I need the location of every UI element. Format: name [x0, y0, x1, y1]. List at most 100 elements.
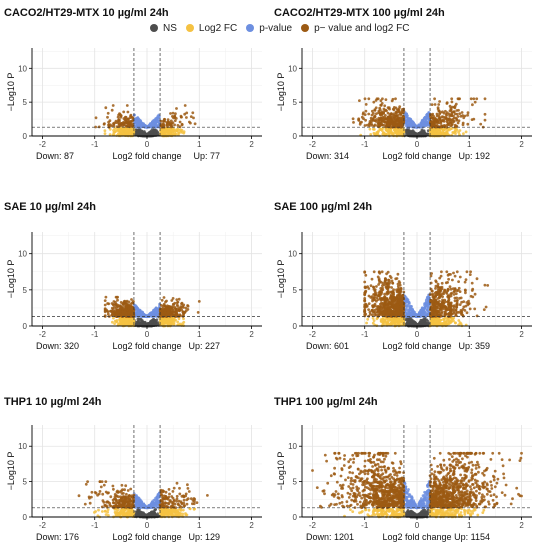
data-point — [466, 111, 470, 115]
data-point — [124, 307, 127, 311]
x-tick-label: -1 — [361, 140, 369, 149]
legend-both-swatch — [301, 24, 310, 32]
data-point — [122, 110, 126, 114]
data-point — [351, 117, 355, 121]
data-point — [121, 317, 124, 321]
data-point — [394, 97, 397, 101]
data-point — [458, 112, 462, 115]
data-point — [182, 130, 186, 134]
up-count: Up: 192 — [458, 151, 490, 161]
data-point — [117, 118, 121, 122]
legend-log2fc-label: Log2 FC — [198, 22, 238, 34]
data-point — [437, 103, 441, 106]
data-point — [458, 97, 461, 101]
data-point — [170, 122, 174, 125]
data-point — [389, 112, 393, 115]
data-point — [113, 130, 117, 134]
data-point — [452, 110, 456, 114]
data-point — [407, 320, 410, 323]
data-point — [197, 300, 201, 303]
data-point — [423, 116, 427, 120]
data-point — [94, 116, 98, 120]
data-point — [173, 119, 177, 122]
data-point — [433, 97, 436, 101]
data-point — [136, 130, 140, 134]
data-point — [129, 320, 133, 323]
data-point — [391, 97, 395, 101]
panel-title: SAE 100 µg/ml 24h — [274, 201, 372, 213]
down-count: Down: 314 — [306, 151, 349, 161]
data-point — [111, 303, 115, 307]
data-point — [175, 107, 178, 110]
data-point — [103, 303, 107, 307]
data-point — [409, 319, 413, 323]
data-point — [358, 99, 361, 102]
data-point — [385, 109, 388, 113]
data-point — [433, 103, 437, 106]
data-point — [377, 121, 381, 125]
data-point — [381, 116, 385, 119]
data-point — [114, 300, 117, 304]
data-point — [174, 129, 178, 133]
data-point — [454, 130, 457, 134]
data-point — [162, 296, 166, 299]
data-point — [154, 124, 158, 128]
data-point — [392, 106, 396, 109]
data-point — [193, 122, 197, 126]
data-point — [483, 118, 487, 122]
data-point — [115, 134, 119, 137]
data-point — [171, 129, 174, 133]
data-point — [130, 130, 134, 134]
data-point — [166, 118, 170, 122]
data-point — [112, 124, 116, 128]
legend-ns: NS — [150, 23, 177, 34]
data-point — [396, 119, 400, 123]
data-point — [450, 97, 454, 101]
data-point — [461, 123, 465, 127]
x-axis-label: Log2 fold change — [382, 151, 451, 161]
data-point — [431, 132, 435, 136]
gridlines — [32, 232, 262, 327]
data-point — [126, 120, 130, 123]
data-point — [125, 104, 129, 107]
data-point — [103, 129, 107, 133]
data-point — [166, 320, 170, 323]
data-point — [440, 119, 444, 123]
data-point — [137, 119, 141, 123]
x-tick-label: 0 — [145, 330, 150, 339]
data-point — [436, 106, 440, 109]
data-point — [166, 312, 170, 316]
data-point — [185, 111, 189, 115]
data-point — [407, 129, 411, 133]
data-point — [128, 131, 132, 135]
data-point — [377, 109, 381, 113]
data-point — [398, 132, 401, 136]
data-point — [383, 104, 387, 108]
data-point — [108, 133, 112, 136]
legend: NS Log2 FC p-value p− value and log2 FC — [150, 20, 418, 36]
data-point — [454, 116, 458, 120]
y-tick-label: 5 — [293, 98, 298, 107]
data-point — [126, 314, 130, 318]
data-point — [449, 127, 452, 131]
data-point — [435, 125, 439, 129]
data-point — [173, 123, 177, 127]
data-point — [391, 122, 395, 126]
data-point — [169, 319, 173, 322]
data-point — [409, 119, 413, 123]
data-point — [172, 116, 175, 120]
data-point — [391, 119, 395, 123]
data-point — [176, 124, 180, 127]
data-point — [176, 300, 180, 304]
data-point — [140, 133, 143, 137]
data-point — [178, 120, 182, 124]
data-point — [449, 113, 453, 117]
data-point — [449, 106, 453, 110]
panel-title: SAE 10 µg/ml 24h — [4, 201, 96, 213]
data-point — [405, 112, 408, 116]
data-point — [442, 111, 446, 115]
gridlines — [32, 48, 262, 137]
x-tick-label: 2 — [249, 330, 254, 339]
